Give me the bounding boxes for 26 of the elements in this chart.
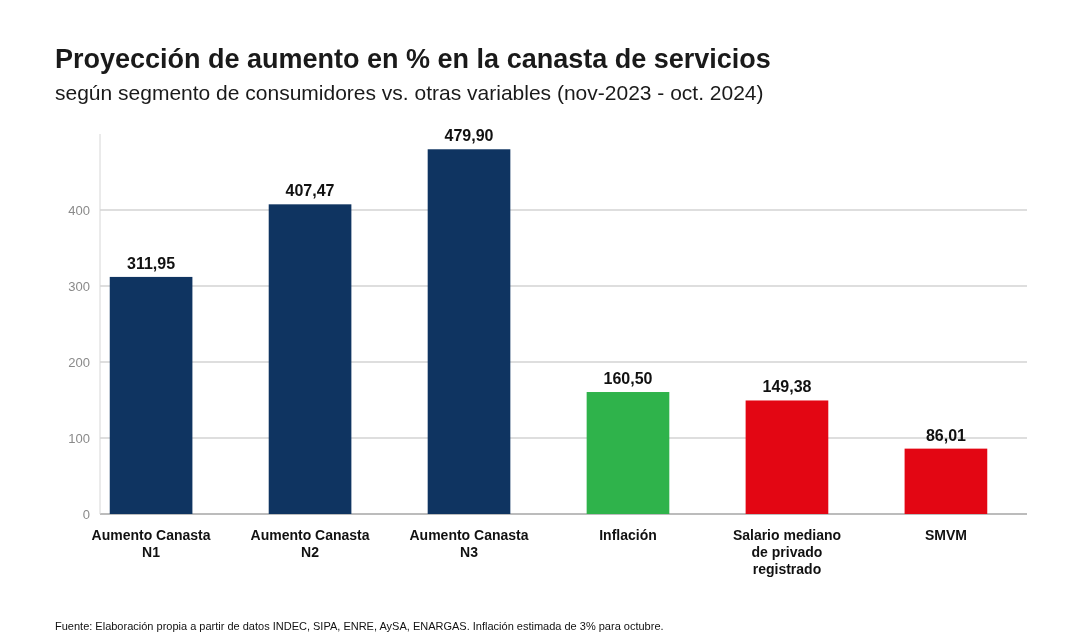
x-tick-label: Aumento Canasta N3 (409, 527, 529, 560)
bar (745, 400, 829, 514)
data-label: 407,47 (285, 182, 335, 200)
bar (268, 204, 352, 514)
y-tick-label: 300 (68, 278, 90, 294)
y-tick-label: 400 (68, 202, 90, 218)
y-tick-label: 200 (68, 354, 90, 370)
bar (904, 448, 988, 514)
x-tick-label: SMVM (924, 527, 967, 543)
bar (427, 149, 511, 514)
data-label: 311,95 (127, 254, 176, 272)
x-tick-label: Salario mediano de privado registrado (732, 527, 842, 577)
chart-title: Proyección de aumento en % en la canasta de servicios (55, 44, 771, 74)
bar (586, 392, 670, 514)
x-tick-label: Aumento Canasta N2 (250, 527, 370, 560)
x-tick-label: Aumento Canasta N1 (91, 527, 211, 560)
y-tick-label: 100 (68, 430, 90, 446)
source-note: Fuente: Elaboración propia a partir de datos INDEC, SIPA, ENRE, AySA, ENARGAS. Inflación estimada de 3% para octubre. (55, 620, 664, 632)
bar (109, 276, 193, 514)
data-label: 86,01 (925, 426, 967, 444)
chart-subtitle: según segmento de consumidores vs. otras variables (nov-2023 - oct. 2024) (55, 81, 764, 104)
data-label: 160,50 (603, 370, 653, 388)
data-label: 479,90 (444, 127, 494, 145)
x-tick-label: Inflación (599, 527, 657, 543)
y-tick-label: 0 (82, 506, 90, 522)
data-label: 149,38 (762, 378, 812, 396)
